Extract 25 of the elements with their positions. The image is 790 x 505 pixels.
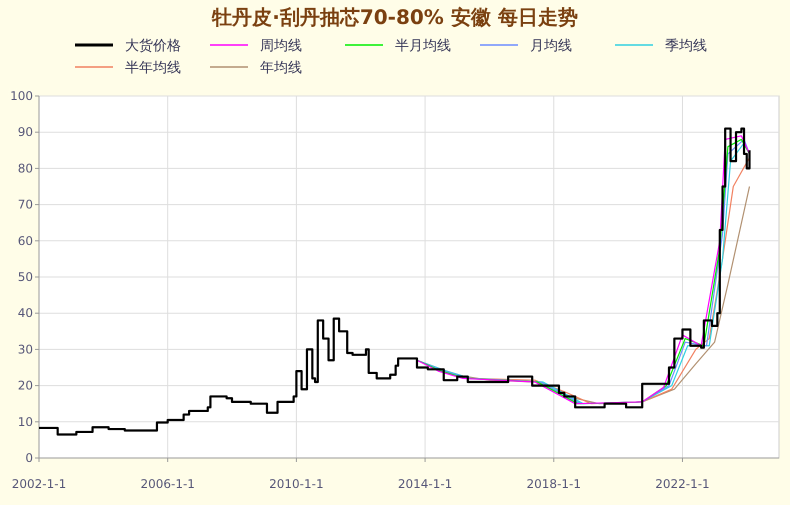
y-tick-label: 90 bbox=[18, 125, 33, 140]
x-tick-label: 2014-1-1 bbox=[398, 477, 452, 491]
legend-label: 周均线 bbox=[260, 38, 302, 54]
y-tick-label: 10 bbox=[18, 414, 33, 429]
legend-label: 年均线 bbox=[260, 60, 302, 76]
x-tick-label: 2022-1-1 bbox=[655, 477, 710, 491]
legend-label: 半月均线 bbox=[395, 38, 451, 54]
legend-label: 大货价格 bbox=[125, 38, 181, 54]
x-tick-label: 2002-1-1 bbox=[12, 477, 66, 491]
legend-label: 月均线 bbox=[530, 38, 572, 54]
x-tick-label: 2018-1-1 bbox=[526, 477, 581, 491]
y-tick-label: 40 bbox=[18, 306, 33, 320]
x-tick-label: 2010-1-1 bbox=[269, 477, 324, 491]
legend-label: 半年均线 bbox=[125, 60, 181, 76]
y-tick-label: 70 bbox=[18, 198, 33, 212]
chart-title: 牡丹皮·刮丹抽芯70-80% 安徽 每日走势 bbox=[211, 5, 578, 29]
legend-label: 季均线 bbox=[665, 38, 707, 54]
y-tick-label: 0 bbox=[25, 451, 33, 465]
x-tick-label: 2006-1-1 bbox=[140, 477, 195, 491]
y-tick-label: 60 bbox=[18, 234, 33, 248]
y-tick-label: 100 bbox=[10, 89, 33, 103]
y-tick-label: 30 bbox=[18, 342, 33, 356]
y-tick-label: 80 bbox=[18, 161, 33, 176]
y-tick-label: 50 bbox=[18, 270, 33, 284]
y-tick-label: 20 bbox=[18, 378, 33, 393]
